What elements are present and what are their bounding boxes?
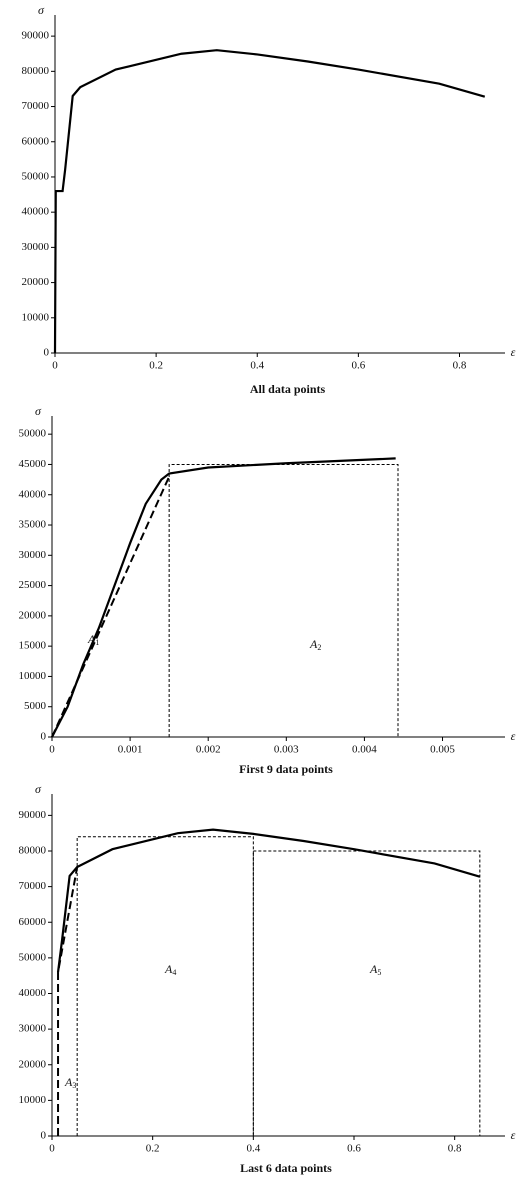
x-axis-label: ε xyxy=(511,1128,516,1142)
area-label-subscript: 5 xyxy=(377,968,381,977)
area-label-subscript: 4 xyxy=(172,968,176,977)
x-tick-label: 0.002 xyxy=(196,744,221,756)
area-rectangle xyxy=(76,836,254,1136)
area-label: A2 xyxy=(309,637,321,652)
area-rectangle xyxy=(168,463,399,737)
y-tick-label: 25000 xyxy=(19,579,47,591)
curve xyxy=(53,49,486,354)
y-tick-label: 10000 xyxy=(19,670,47,682)
x-tick-label: 0 xyxy=(49,1143,55,1155)
y-tick-label: 20000 xyxy=(19,609,47,621)
y-tick-label: 35000 xyxy=(19,519,47,531)
x-tick-label: 0.4 xyxy=(246,1143,260,1155)
area-label-letter: A xyxy=(87,632,96,646)
y-tick-label: 20000 xyxy=(19,1058,47,1070)
area-label-letter: A xyxy=(64,1075,73,1089)
y-axis-label: σ xyxy=(38,3,45,17)
y-tick-label: 0 xyxy=(41,1130,47,1142)
y-tick-label: 50000 xyxy=(19,951,47,963)
x-tick-label: 0.001 xyxy=(118,744,143,756)
y-tick-label: 0 xyxy=(41,731,47,743)
chart-caption: All data points xyxy=(250,382,326,396)
x-tick-label: 0.8 xyxy=(448,1143,462,1155)
y-tick-label: 15000 xyxy=(19,640,47,652)
y-tick-label: 60000 xyxy=(19,916,47,928)
y-tick-label: 70000 xyxy=(22,100,50,112)
area-label-letter: A xyxy=(309,637,318,651)
dashed-line xyxy=(51,476,171,738)
dashed-line xyxy=(57,866,79,1136)
y-tick-label: 40000 xyxy=(19,488,47,500)
x-tick-label: 0.2 xyxy=(146,1143,160,1155)
x-tick-label: 0 xyxy=(49,744,55,756)
y-tick-label: 20000 xyxy=(22,276,50,288)
y-tick-label: 50000 xyxy=(19,428,47,440)
chart-caption: First 9 data points xyxy=(239,762,333,776)
x-tick-label: 0.005 xyxy=(430,744,455,756)
area-label-letter: A xyxy=(164,962,173,976)
x-tick-label: 0.4 xyxy=(250,360,264,372)
x-axis-label: ε xyxy=(511,345,516,359)
chart-caption: Last 6 data points xyxy=(240,1161,332,1175)
x-tick-label: 0.003 xyxy=(274,744,299,756)
area-label: A4 xyxy=(164,962,176,977)
y-tick-label: 45000 xyxy=(19,458,47,470)
x-tick-label: 0 xyxy=(52,360,58,372)
area-label: A3 xyxy=(64,1075,76,1090)
y-tick-label: 10000 xyxy=(19,1094,47,1106)
curve xyxy=(51,457,396,738)
y-tick-label: 30000 xyxy=(19,549,47,561)
y-tick-label: 40000 xyxy=(19,987,47,999)
y-tick-label: 90000 xyxy=(19,809,47,821)
area-label-subscript: 2 xyxy=(317,643,321,652)
y-axis-label: σ xyxy=(35,782,42,796)
y-axis-label: σ xyxy=(35,404,42,418)
y-tick-label: 80000 xyxy=(22,65,50,77)
area-label-subscript: 3 xyxy=(72,1081,76,1090)
area-rectangle xyxy=(252,850,481,1136)
x-tick-label: 0.004 xyxy=(352,744,377,756)
y-tick-label: 30000 xyxy=(19,1023,47,1035)
y-tick-label: 60000 xyxy=(22,135,50,147)
y-tick-label: 70000 xyxy=(19,880,47,892)
y-tick-label: 50000 xyxy=(22,170,50,182)
y-tick-label: 0 xyxy=(44,347,50,359)
y-tick-label: 90000 xyxy=(22,30,50,42)
area-label-letter: A xyxy=(369,962,378,976)
area-label-subscript: 1 xyxy=(95,638,99,647)
area-label: A5 xyxy=(369,962,381,977)
x-tick-label: 0.2 xyxy=(149,360,163,372)
y-tick-label: 40000 xyxy=(22,206,50,218)
y-tick-label: 30000 xyxy=(22,241,50,253)
curve xyxy=(56,828,481,973)
x-tick-label: 0.6 xyxy=(351,360,365,372)
y-tick-label: 5000 xyxy=(24,700,47,712)
area-label: A1 xyxy=(87,632,99,647)
y-tick-label: 80000 xyxy=(19,845,47,857)
x-tick-label: 0.8 xyxy=(453,360,467,372)
y-tick-label: 10000 xyxy=(22,311,50,323)
x-axis-label: ε xyxy=(511,729,516,743)
x-tick-label: 0.6 xyxy=(347,1143,361,1155)
